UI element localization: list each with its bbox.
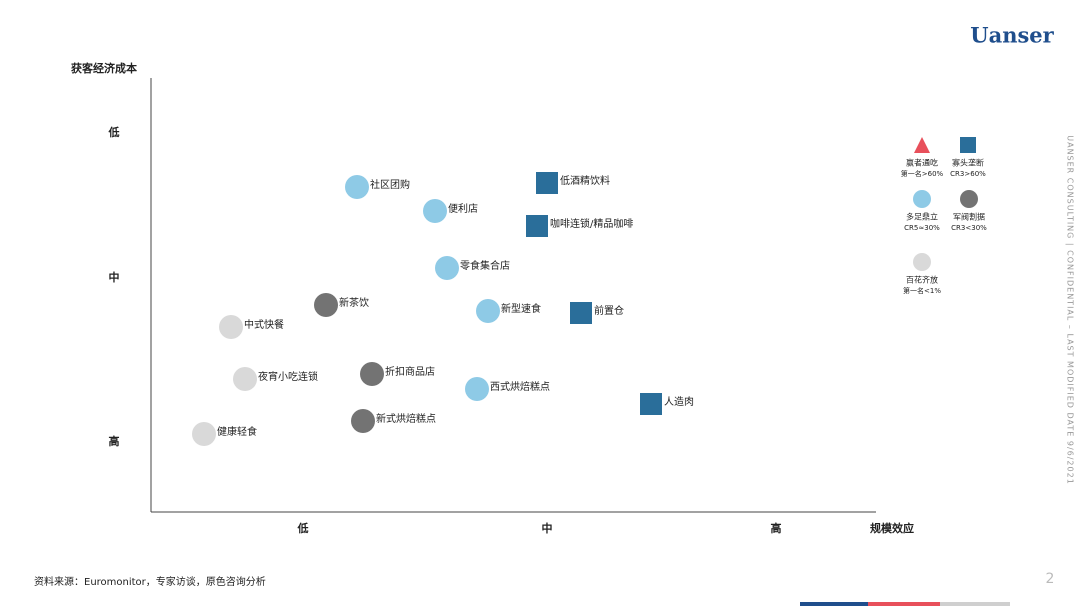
item-label: 前置仓 <box>594 304 624 317</box>
legend-label: 多足鼎立 <box>906 212 938 222</box>
marker <box>465 377 489 401</box>
marker <box>960 137 976 153</box>
legend-note: 第一名<1% <box>903 286 941 295</box>
footer-bar <box>800 602 868 606</box>
y-level-label: 低 <box>108 125 120 139</box>
marker <box>960 190 978 208</box>
marker <box>913 190 931 208</box>
marker <box>435 256 459 280</box>
marker <box>536 172 558 194</box>
item-label: 人造肉 <box>664 395 694 408</box>
legend-note: 第一名>60% <box>901 169 944 178</box>
marker <box>345 175 369 199</box>
item-label: 零食集合店 <box>460 259 510 272</box>
marker <box>351 409 375 433</box>
item-label: 低酒精饮料 <box>560 174 610 187</box>
source-note: 资料来源：Euromonitor，专家访谈，原色咨询分析 <box>34 575 266 588</box>
item-label: 新型速食 <box>501 302 541 315</box>
item-label: 新茶饮 <box>339 296 369 309</box>
y-level-label: 中 <box>109 270 120 284</box>
marker <box>570 302 592 324</box>
x-level-label: 高 <box>771 521 782 535</box>
item-label: 折扣商品店 <box>385 365 435 378</box>
marker <box>360 362 384 386</box>
marker <box>314 293 338 317</box>
marker <box>423 199 447 223</box>
x-level-label: 低 <box>297 521 309 535</box>
brand-logo: Uanser <box>970 23 1054 48</box>
legend-label: 军阀割据 <box>953 212 985 222</box>
legend-label: 赢者通吃 <box>906 158 938 168</box>
item-label: 社区团购 <box>370 178 410 191</box>
marker <box>476 299 500 323</box>
legend-label: 寡头垄断 <box>952 158 984 168</box>
legend-note: CR3>60% <box>950 170 986 178</box>
item-label: 便利店 <box>448 202 478 215</box>
footer-bar <box>868 602 940 606</box>
marker <box>192 422 216 446</box>
footer-bar <box>940 602 1010 606</box>
legend-note: CR3<30% <box>951 224 987 232</box>
item-label: 新式烘焙糕点 <box>376 412 436 425</box>
marker <box>914 137 930 153</box>
y-level-label: 高 <box>109 434 120 448</box>
item-label: 西式烘焙糕点 <box>490 380 550 393</box>
x-level-label: 中 <box>542 521 553 535</box>
x-axis-title: 规模效应 <box>870 521 914 535</box>
page-number: 2 <box>1046 571 1055 587</box>
marker <box>219 315 243 339</box>
y-axis-title: 获客经济成本 <box>71 61 137 75</box>
marker <box>233 367 257 391</box>
legend-note: CR5≈30% <box>904 224 940 232</box>
item-label: 中式快餐 <box>244 318 284 331</box>
marker <box>526 215 548 237</box>
item-label: 咖啡连锁/精品咖啡 <box>550 217 633 230</box>
item-label: 健康轻食 <box>217 425 257 438</box>
marker <box>640 393 662 415</box>
item-label: 夜宵小吃连锁 <box>258 370 318 383</box>
legend-label: 百花齐放 <box>906 275 938 285</box>
side-text: UANSER CONSULTING | CONFIDENTIAL – LAST … <box>1066 135 1075 485</box>
marker <box>913 253 931 271</box>
